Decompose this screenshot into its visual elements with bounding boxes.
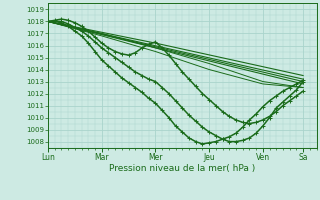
X-axis label: Pression niveau de la mer( hPa ): Pression niveau de la mer( hPa ) <box>109 164 255 173</box>
